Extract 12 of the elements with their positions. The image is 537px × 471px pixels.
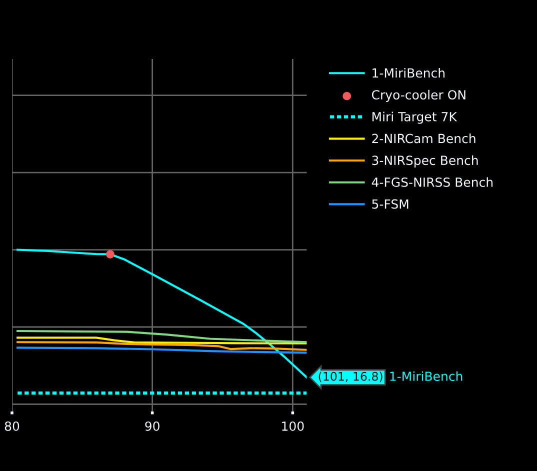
annotation: (101, 16.8) [318, 372, 382, 382]
text: 1-MiriBench [390, 371, 462, 381]
x-tick-label: 80 [4, 421, 20, 431]
legend-label: 2-NIRCam Bench [372, 134, 476, 144]
x-tick-label: 90 [145, 421, 160, 431]
x-tick-label: 100 [282, 421, 304, 431]
legend-label: Cryo-cooler ON [372, 90, 466, 102]
legend-label: 5-FSM [372, 199, 408, 209]
legend-label: Miri Target 7K [372, 112, 458, 124]
legend-label: 3-NIRSpec Bench [372, 155, 478, 168]
legend-label: 1-MiriBench [372, 68, 445, 78]
legend-label: 4-FGS-NIRSS Bench [372, 177, 493, 187]
